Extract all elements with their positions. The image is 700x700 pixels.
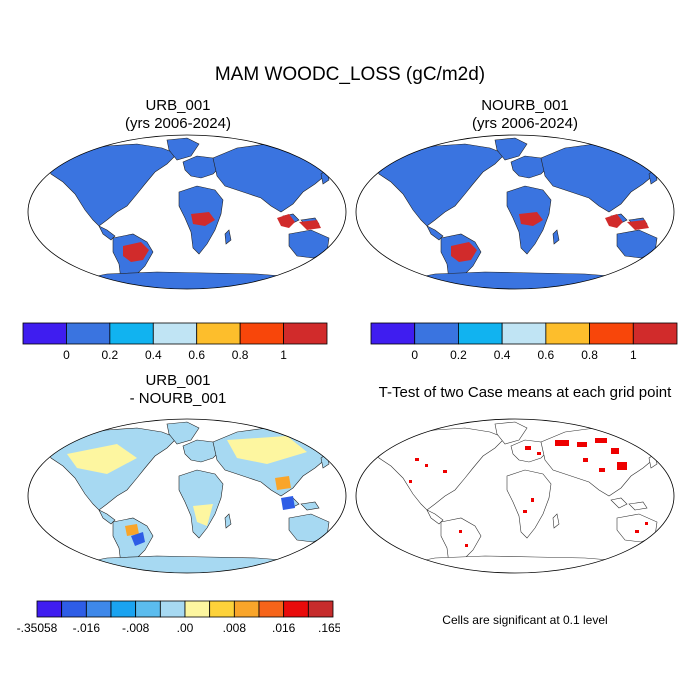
diff-negative-patches	[131, 496, 295, 546]
cb-urb-label: 0.4	[145, 348, 162, 362]
cb-diff-label: .1654	[318, 621, 340, 635]
cb-nourb-swatch	[545, 322, 590, 345]
main-title: MAM WOODC_LOSS (gC/m2d)	[214, 64, 486, 85]
cb-urb-swatch	[109, 322, 154, 345]
cb-diff-swatch	[61, 600, 87, 618]
cb-urb-swatch	[283, 322, 328, 345]
panel-title-nourb: NOURB_001 (yrs 2006-2024)	[375, 97, 675, 133]
diff-warm-patches	[125, 476, 291, 536]
cb-diff-swatch	[85, 600, 112, 618]
cb-nourb-label: 1	[630, 348, 637, 362]
cb-nourb-label: 0.4	[494, 348, 511, 362]
cb-nourb-label: 0	[411, 348, 418, 362]
panel-title-nourb-line1: NOURB_001	[481, 97, 569, 114]
cb-urb-swatch	[152, 322, 198, 345]
cb-diff-label: .016	[272, 621, 296, 635]
map-ttest	[355, 418, 675, 574]
colorbar-urb: 0 0.2 0.4 0.6 0.8 1	[22, 322, 328, 362]
cb-diff-swatch	[283, 600, 309, 618]
cb-diff-swatch	[258, 600, 285, 618]
globe-outline-urb	[27, 134, 347, 290]
map-diff	[27, 418, 347, 574]
panel-title-nourb-line2: (yrs 2006-2024)	[472, 115, 578, 132]
significant-cells	[409, 438, 648, 547]
cb-nourb-swatch	[458, 322, 503, 345]
map-nourb	[355, 134, 675, 290]
cb-diff-swatch	[184, 600, 211, 618]
cb-diff-swatch	[307, 600, 334, 618]
cb-urb-swatch	[239, 322, 284, 345]
panel-title-ttest-line1: T-Test of two Case means at each grid po…	[378, 384, 672, 401]
cb-diff-swatch	[233, 600, 260, 618]
panel-title-urb-line1: URB_001	[145, 97, 211, 114]
cb-urb-label: 1	[280, 348, 287, 362]
cb-nourb-swatch	[414, 322, 459, 345]
cb-diff-swatch	[135, 600, 161, 618]
diff-positive-patches	[67, 436, 307, 526]
cb-nourb-label: 0.8	[581, 348, 598, 362]
cb-urb-label: 0	[63, 348, 70, 362]
cb-urb-swatch	[66, 322, 111, 345]
map-urb	[27, 134, 347, 290]
cb-nourb-swatch	[632, 322, 678, 345]
cb-diff-label: -.008	[122, 621, 150, 635]
colorbar-nourb: 0 0.2 0.4 0.6 0.8 1	[370, 322, 678, 362]
cb-nourb-label: 0.2	[450, 348, 467, 362]
panel-title-diff-line1: URB_001	[145, 372, 211, 389]
globe-outline-diff	[27, 418, 347, 574]
cb-diff-label: .00	[177, 621, 194, 635]
cb-urb-label: 0.6	[188, 348, 205, 362]
panel-title-ttest: T-Test of two Case means at each grid po…	[350, 384, 700, 402]
cb-nourb-swatch	[589, 322, 634, 345]
significance-note: Cells are significant at 0.1 level	[442, 613, 608, 627]
cb-urb-swatch	[196, 322, 241, 345]
cb-diff-swatch	[209, 600, 235, 618]
panel-title-diff-line2: - NOURB_001	[129, 390, 227, 407]
panel-title-urb-line2: (yrs 2006-2024)	[125, 115, 231, 132]
cb-urb-swatch	[22, 322, 67, 345]
cb-diff-swatch	[110, 600, 137, 618]
cb-nourb-label: 0.6	[538, 348, 555, 362]
cb-diff-swatch	[159, 600, 186, 618]
cb-nourb-swatch	[501, 322, 547, 345]
cb-diff-label: -.016	[73, 621, 101, 635]
cb-nourb-swatch	[370, 322, 416, 345]
cb-urb-label: 0.2	[102, 348, 119, 362]
colorbar-diff: -.35058 -.016 -.008 .00 .008 .016 .1654	[17, 600, 340, 635]
panel-title-diff: URB_001 - NOURB_001	[28, 372, 328, 408]
globe-outline-ttest	[355, 418, 675, 574]
globe-outline-nourb	[355, 134, 675, 290]
panel-title-urb: URB_001 (yrs 2006-2024)	[28, 97, 328, 133]
cb-diff-label: .008	[223, 621, 247, 635]
cb-diff-swatch	[36, 600, 63, 618]
land-ttest	[374, 421, 672, 573]
cb-urb-label: 0.8	[232, 348, 249, 362]
cb-diff-label: -.35058	[17, 621, 58, 635]
